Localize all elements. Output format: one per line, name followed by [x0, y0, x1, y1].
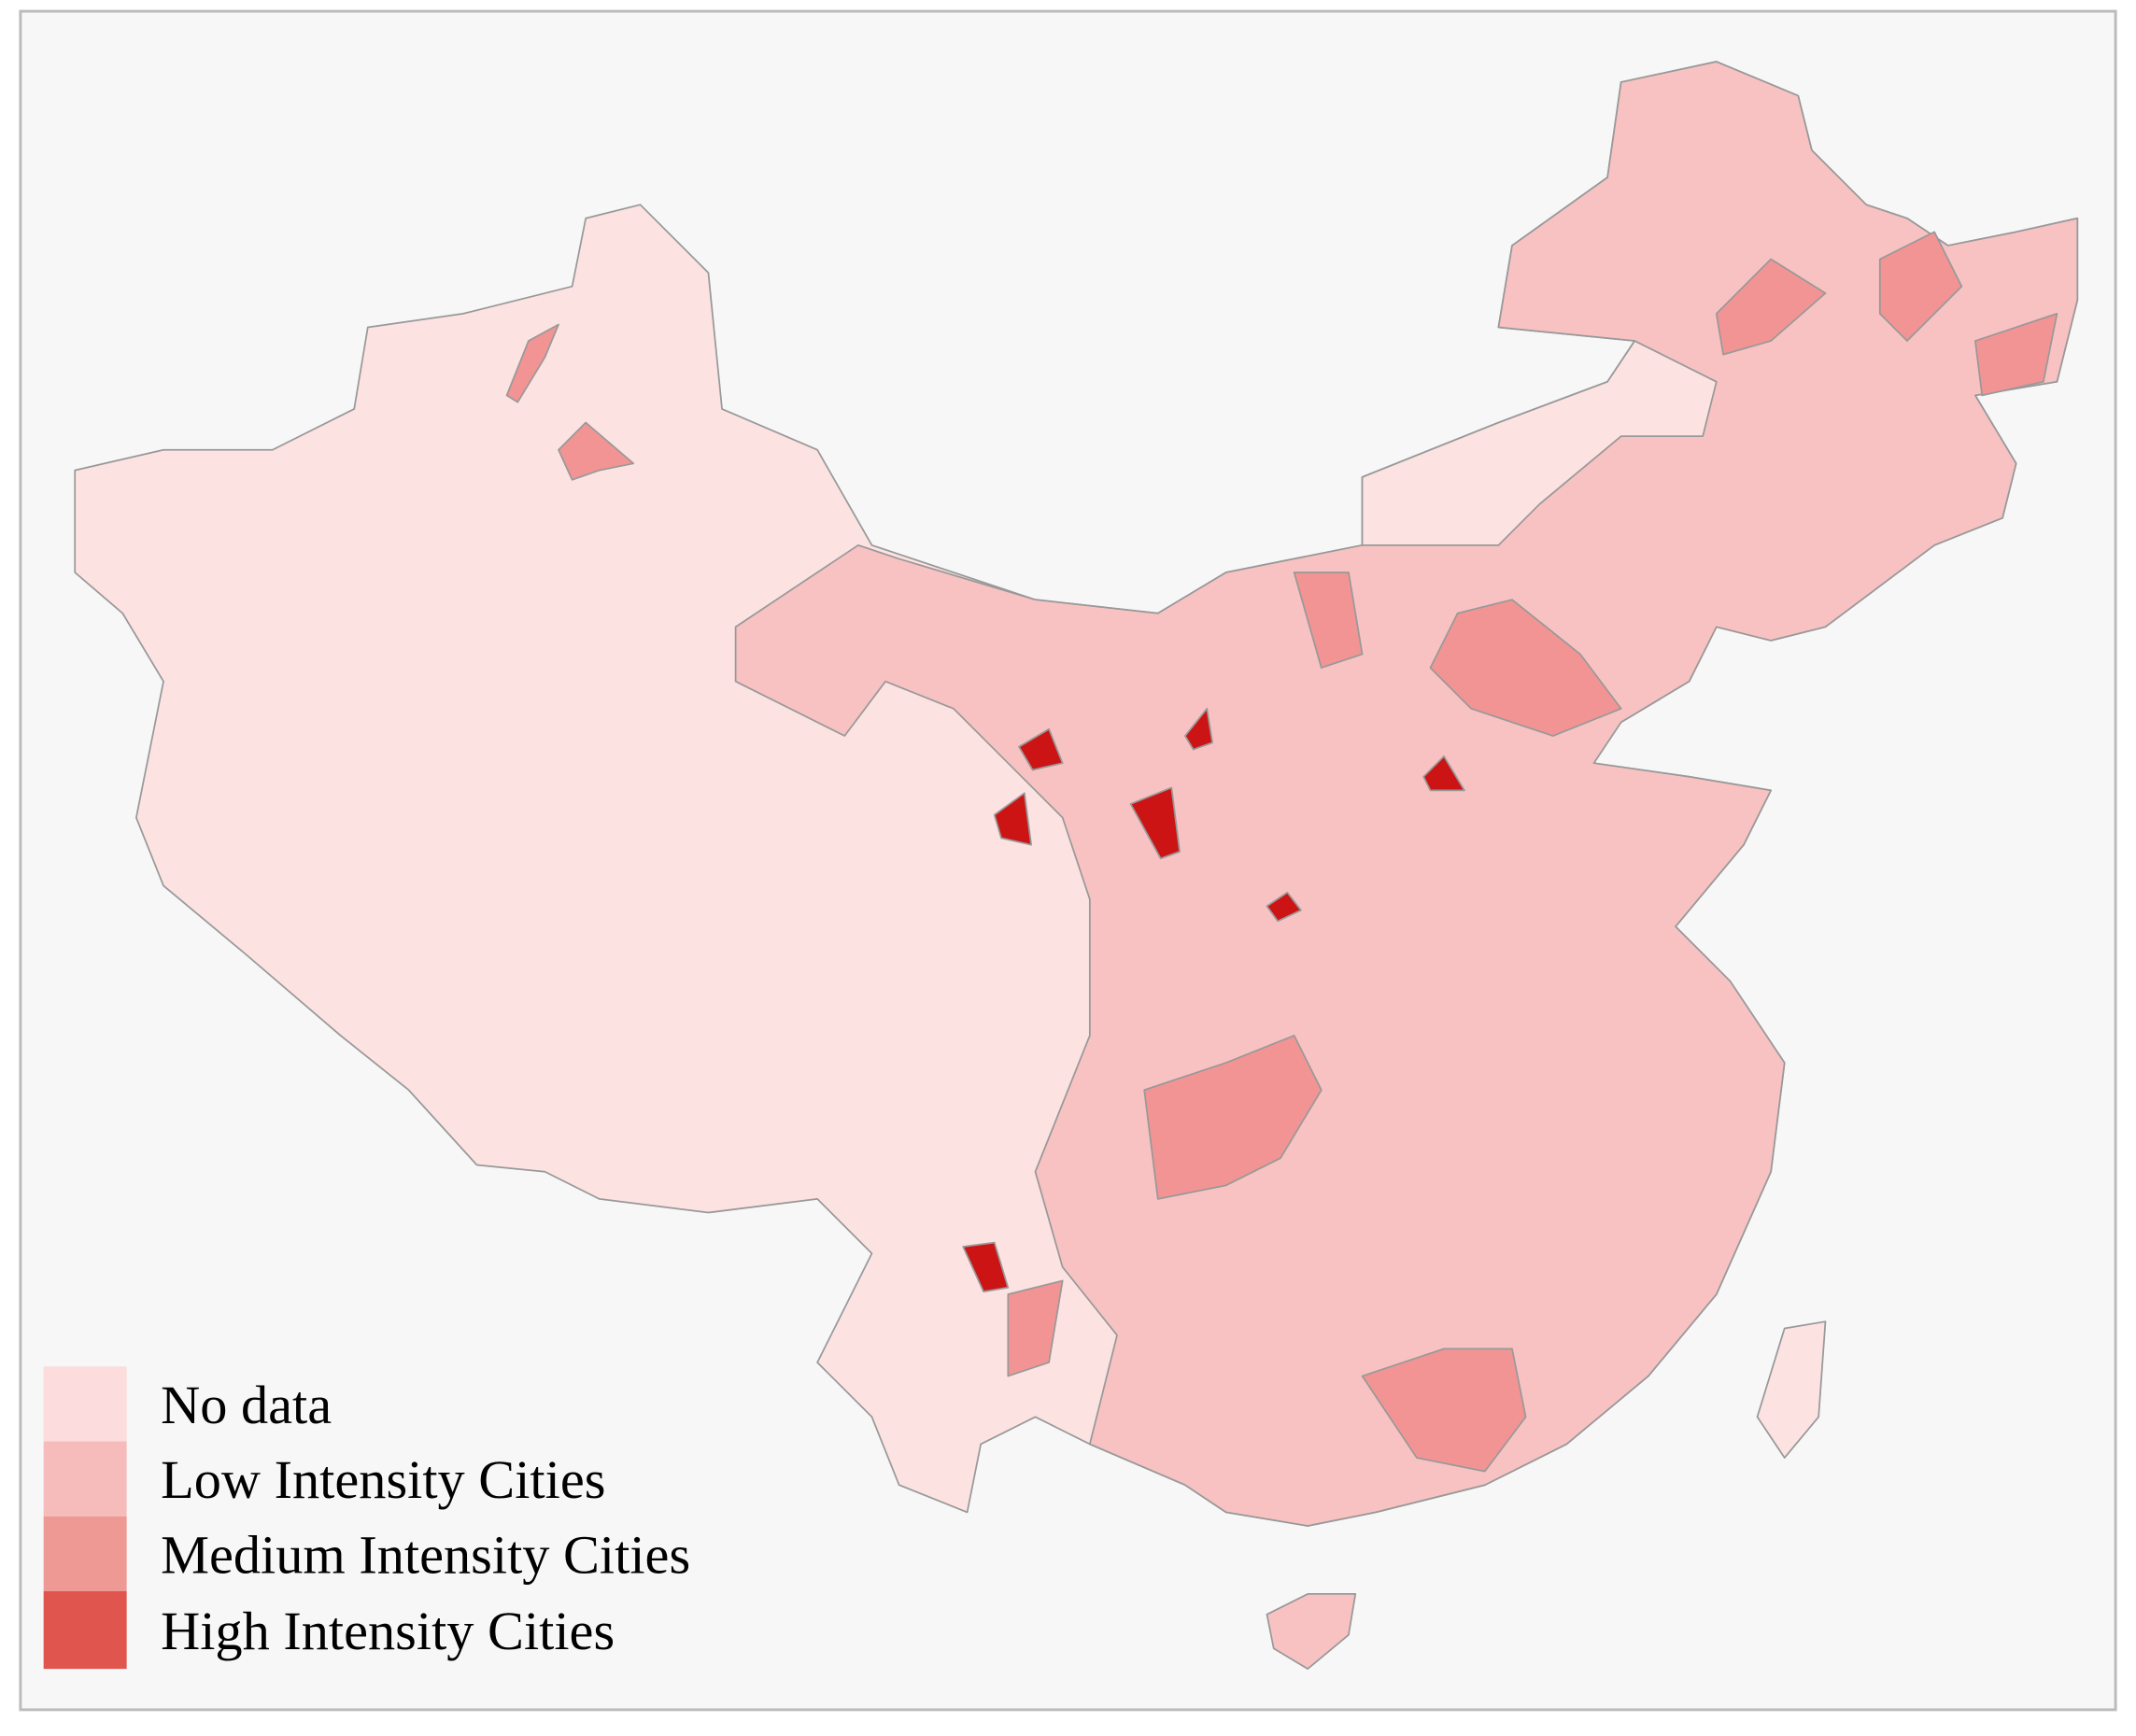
- legend-label: Low Intensity Cities: [161, 1449, 605, 1510]
- region-high: [1129, 786, 1181, 860]
- region-medium: [1143, 1035, 1323, 1200]
- legend-swatch: [43, 1516, 127, 1591]
- legend-label: No data: [161, 1375, 332, 1435]
- legend-swatch: [43, 1441, 127, 1517]
- region-high: [1184, 707, 1213, 751]
- legend-label: Medium Intensity Cities: [161, 1524, 690, 1585]
- region-high: [1018, 727, 1064, 771]
- region-nodata: [1361, 340, 1718, 546]
- region-high: [962, 1241, 1010, 1292]
- island-hainan: [1266, 1593, 1357, 1671]
- region-medium: [1293, 572, 1364, 669]
- region-medium: [1878, 231, 1963, 342]
- region-medium: [505, 323, 559, 403]
- legend-label: High Intensity Cities: [161, 1601, 615, 1661]
- region-low: [734, 61, 2079, 1527]
- region-high: [1266, 891, 1302, 923]
- map: [74, 61, 2079, 1671]
- region-medium: [1429, 599, 1622, 737]
- region-medium: [1715, 258, 1827, 356]
- region-medium: [1361, 1348, 1527, 1473]
- legend: No data Low Intensity Cities Medium Intens…: [43, 1366, 690, 1670]
- region-medium: [558, 421, 635, 481]
- region-medium: [1007, 1279, 1064, 1377]
- region-medium: [1974, 312, 2058, 397]
- legend-swatch: [43, 1590, 127, 1670]
- legend-swatch: [43, 1366, 127, 1442]
- island-taiwan: [1756, 1320, 1827, 1459]
- region-high: [1422, 755, 1465, 792]
- region-high: [993, 792, 1032, 846]
